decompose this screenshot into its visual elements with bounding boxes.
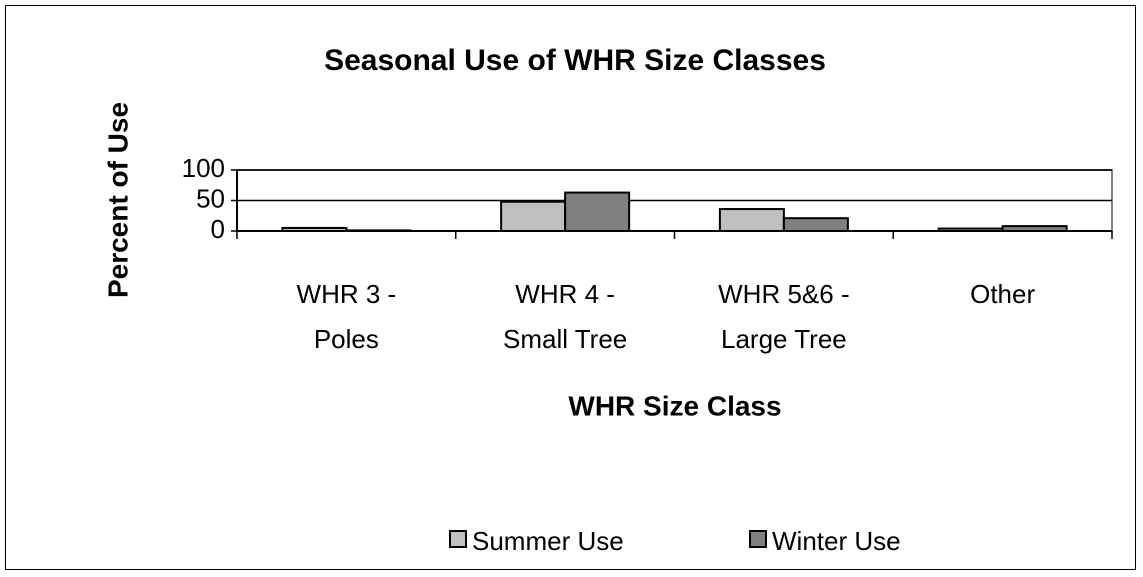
x-axis-title: WHR Size Class <box>568 390 781 421</box>
y-axis-title: Percent of Use <box>102 102 133 298</box>
legend-swatch <box>749 530 767 548</box>
legend-swatch <box>449 530 467 548</box>
chart-frame <box>5 5 1136 570</box>
x-tick-label: WHR 3 - Poles <box>296 279 397 354</box>
chart-title: Seasonal Use of WHR Size Classes <box>324 44 826 77</box>
legend-label: Summer Use <box>472 526 624 556</box>
x-tick-label: WHR 5&6 - Large Tree <box>718 279 850 354</box>
y-tick-label: 100 <box>182 153 225 183</box>
y-tick-label: 50 <box>196 183 225 213</box>
bar <box>782 217 849 233</box>
x-tick-label: WHR 4 - Small Tree <box>502 279 628 354</box>
bar <box>564 191 631 233</box>
bar <box>500 200 567 233</box>
x-tick-label: Other <box>970 279 1036 309</box>
bar <box>718 208 785 232</box>
legend-label: Winter Use <box>772 526 901 556</box>
y-tick-label: 0 <box>211 214 225 244</box>
